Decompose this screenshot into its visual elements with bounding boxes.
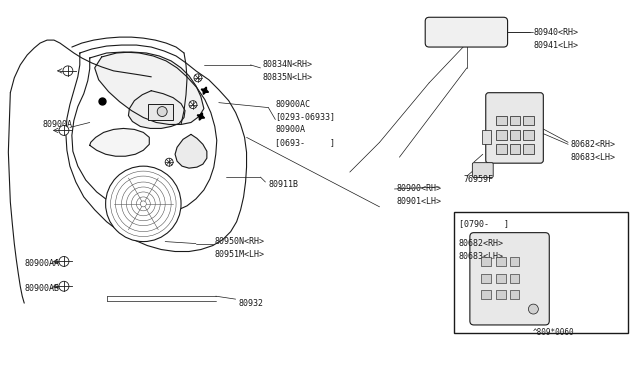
Text: 80900A: 80900A bbox=[275, 125, 305, 134]
Circle shape bbox=[157, 107, 167, 116]
Text: 80900AA: 80900AA bbox=[24, 259, 60, 268]
Polygon shape bbox=[201, 87, 209, 94]
Bar bbox=[495, 131, 507, 140]
Text: [0293-06933]: [0293-06933] bbox=[275, 112, 335, 121]
Text: 80950N<RH>: 80950N<RH> bbox=[215, 237, 265, 246]
Polygon shape bbox=[95, 52, 204, 125]
FancyBboxPatch shape bbox=[486, 93, 543, 163]
Text: 80834N<RH>: 80834N<RH> bbox=[262, 60, 312, 70]
Polygon shape bbox=[197, 113, 205, 120]
Circle shape bbox=[59, 256, 69, 266]
Bar bbox=[509, 257, 520, 266]
Text: 80911B: 80911B bbox=[268, 180, 298, 189]
Text: 80900AB: 80900AB bbox=[24, 284, 60, 293]
Bar bbox=[524, 116, 534, 125]
Text: 76959F: 76959F bbox=[464, 174, 494, 183]
Bar bbox=[509, 274, 520, 283]
Text: [0693-     ]: [0693- ] bbox=[275, 138, 335, 147]
Bar bbox=[495, 290, 506, 299]
Text: ^809*0060: ^809*0060 bbox=[532, 328, 574, 337]
Text: 80683<LH>: 80683<LH> bbox=[459, 252, 504, 261]
Polygon shape bbox=[129, 91, 185, 128]
Text: 80900A: 80900A bbox=[42, 120, 72, 129]
Bar bbox=[481, 257, 491, 266]
Text: 80900<RH>: 80900<RH> bbox=[396, 185, 442, 193]
Bar bbox=[524, 131, 534, 140]
Bar bbox=[495, 144, 507, 154]
Bar bbox=[148, 104, 173, 119]
Bar bbox=[509, 290, 520, 299]
FancyBboxPatch shape bbox=[472, 163, 493, 177]
FancyBboxPatch shape bbox=[470, 232, 549, 325]
Text: 80932: 80932 bbox=[239, 299, 264, 308]
Bar bbox=[509, 144, 520, 154]
Bar bbox=[482, 131, 491, 144]
Bar bbox=[495, 116, 507, 125]
Circle shape bbox=[189, 101, 197, 109]
Text: 80682<RH>: 80682<RH> bbox=[459, 239, 504, 248]
Text: 80682<RH>: 80682<RH> bbox=[570, 140, 615, 149]
Circle shape bbox=[63, 66, 73, 76]
Bar bbox=[454, 212, 628, 333]
Text: 80941<LH>: 80941<LH> bbox=[533, 41, 579, 49]
Circle shape bbox=[165, 158, 173, 166]
Text: 80835N<LH>: 80835N<LH> bbox=[262, 73, 312, 82]
Text: 80951M<LH>: 80951M<LH> bbox=[215, 250, 265, 259]
Bar bbox=[524, 144, 534, 154]
Bar bbox=[495, 257, 506, 266]
Bar bbox=[509, 131, 520, 140]
Text: 80940<RH>: 80940<RH> bbox=[533, 28, 579, 37]
Circle shape bbox=[194, 74, 202, 82]
Bar bbox=[495, 274, 506, 283]
Text: 80900AC: 80900AC bbox=[275, 100, 310, 109]
Bar bbox=[481, 290, 491, 299]
Circle shape bbox=[59, 125, 69, 135]
Circle shape bbox=[529, 304, 538, 314]
Circle shape bbox=[59, 281, 69, 291]
Text: 80901<LH>: 80901<LH> bbox=[396, 198, 442, 206]
Text: 80683<LH>: 80683<LH> bbox=[570, 153, 615, 162]
Circle shape bbox=[106, 166, 181, 241]
Polygon shape bbox=[175, 134, 207, 168]
Text: [0790-   ]: [0790- ] bbox=[459, 219, 509, 228]
Bar bbox=[481, 274, 491, 283]
FancyBboxPatch shape bbox=[425, 17, 508, 47]
Polygon shape bbox=[90, 128, 149, 156]
Bar bbox=[509, 116, 520, 125]
